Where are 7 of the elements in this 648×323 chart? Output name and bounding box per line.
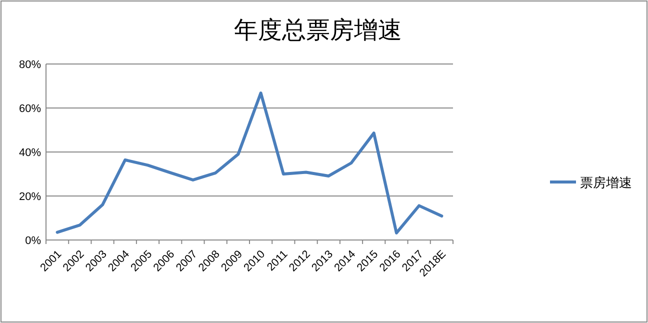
y-tick-label: 80% — [18, 59, 42, 71]
y-tick-label: 60% — [18, 103, 42, 115]
legend-label: 票房增速 — [580, 175, 632, 190]
y-tick-label: 20% — [18, 191, 42, 203]
y-tick-label: 0% — [25, 235, 42, 247]
chart-title: 年度总票房增速 — [234, 17, 402, 44]
y-tick-label: 40% — [18, 147, 42, 159]
